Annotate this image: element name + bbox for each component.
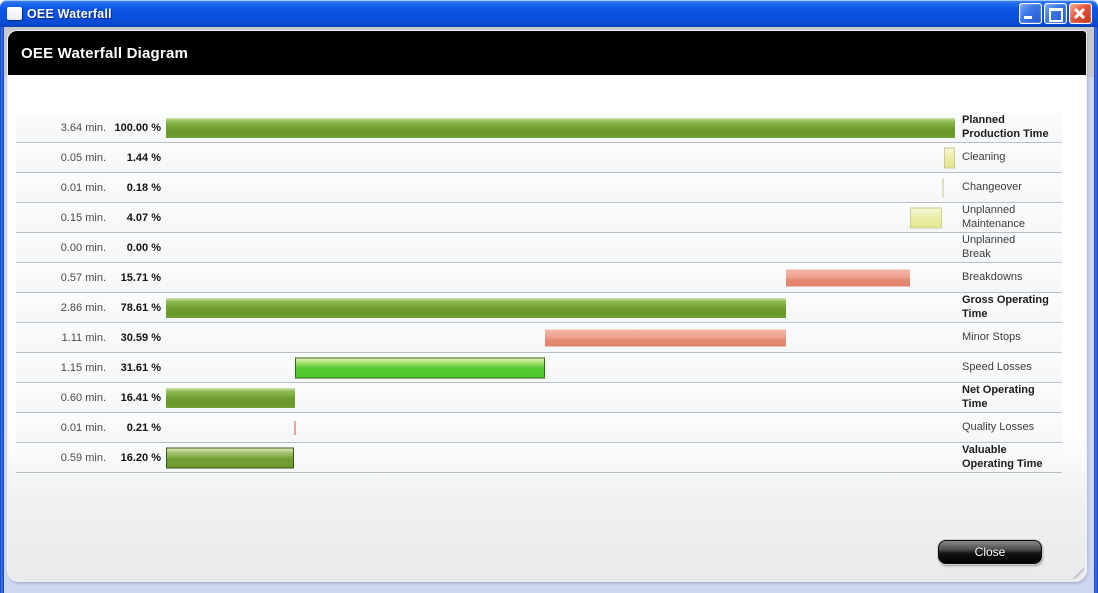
frame-left-border (0, 27, 4, 593)
row-percent-value: 16.20 % (120, 451, 161, 464)
window-title: OEE Waterfall (27, 6, 112, 21)
panel-body: 3.64 min. 100.00 % Planned Production Time… (8, 75, 1086, 581)
row-percent-value: 16.41 % (120, 391, 161, 404)
row-percent-value: 0.18 % (126, 181, 161, 194)
row-bar-track (166, 113, 955, 142)
row-label: Speed Losses (962, 360, 1032, 373)
row-label: Net Operating Time (962, 384, 1035, 410)
row-time-value: 0.01 min. (60, 421, 106, 434)
row-bar-track (166, 323, 955, 352)
row-bar-track (166, 293, 955, 322)
row-label: Unplanned Break (962, 234, 1016, 260)
minimize-icon (1024, 16, 1032, 19)
row-bar-track (166, 143, 955, 172)
row-bar (910, 207, 943, 228)
row-time-value: 0.01 min. (60, 181, 106, 194)
row-bar-track (166, 263, 955, 292)
row-bar (786, 269, 911, 286)
row-bar (943, 147, 955, 168)
window-icon (7, 7, 22, 20)
row-bar (942, 177, 945, 198)
maximize-icon (1049, 8, 1063, 22)
row-time-value: 2.86 min. (60, 301, 106, 314)
row-bar (544, 329, 787, 346)
row-label: Changeover (962, 180, 1022, 193)
maximize-button[interactable] (1044, 3, 1067, 24)
title-bar[interactable]: OEE Waterfall (0, 0, 1098, 27)
row-time-value: 0.59 min. (60, 451, 106, 464)
row-percent-value: 15.71 % (120, 271, 161, 284)
waterfall-row: 0.15 min. 4.07 % Unplanned Maintenance (16, 203, 1062, 233)
dialog-panel: OEE Waterfall Diagram 3.64 min. 100.00 % P… (8, 31, 1086, 581)
row-label: Minor Stops (962, 330, 1021, 343)
row-bar (166, 447, 294, 468)
waterfall-chart: 3.64 min. 100.00 % Planned Production Time… (16, 113, 1062, 473)
row-label: Gross Operating Time (962, 294, 1049, 320)
window-controls (1019, 3, 1092, 24)
row-bar (166, 297, 787, 318)
row-bar-track (166, 233, 955, 262)
panel-header: OEE Waterfall Diagram (8, 31, 1086, 75)
row-time-value: 0.05 min. (60, 151, 106, 164)
row-time-value: 0.15 min. (60, 211, 106, 224)
row-bar-track (166, 413, 955, 442)
row-bar-track (166, 173, 955, 202)
row-label: Breakdowns (962, 270, 1023, 283)
waterfall-row: 0.60 min. 16.41 % Net Operating Time (16, 383, 1062, 413)
row-percent-value: 100.00 % (114, 121, 161, 134)
row-bar-track (166, 383, 955, 412)
waterfall-row: 2.86 min. 78.61 % Gross Operating Time (16, 293, 1062, 323)
row-bar (293, 420, 296, 435)
row-percent-value: 1.44 % (126, 151, 161, 164)
row-label: Planned Production Time (962, 114, 1049, 140)
row-time-value: 0.57 min. (60, 271, 106, 284)
row-bar (166, 117, 955, 138)
close-button[interactable]: Close (938, 540, 1042, 564)
waterfall-row: 0.01 min. 0.18 % Changeover (16, 173, 1062, 203)
row-label: Valuable Operating Time (962, 444, 1043, 470)
row-percent-value: 0.21 % (126, 421, 161, 434)
waterfall-row: 1.11 min. 30.59 % Minor Stops (16, 323, 1062, 353)
page-title: OEE Waterfall Diagram (21, 44, 189, 62)
row-bar (295, 357, 545, 378)
row-time-value: 1.15 min. (60, 361, 106, 374)
row-percent-value: 30.59 % (120, 331, 161, 344)
row-bar-track (166, 443, 955, 472)
row-time-value: 1.11 min. (61, 331, 106, 344)
minimize-button[interactable] (1019, 3, 1042, 24)
row-bar-track (166, 353, 955, 382)
waterfall-row: 0.57 min. 15.71 % Breakdowns (16, 263, 1062, 293)
waterfall-row: 0.00 min. 0.00 % Unplanned Break (16, 233, 1062, 263)
waterfall-row: 1.15 min. 31.61 % Speed Losses (16, 353, 1062, 383)
row-bar-track (166, 203, 955, 232)
row-label: Unplanned Maintenance (962, 204, 1025, 230)
row-time-value: 0.00 min. (60, 241, 106, 254)
row-label: Quality Losses (962, 420, 1035, 433)
row-percent-value: 78.61 % (120, 301, 161, 314)
row-label: Cleaning (962, 150, 1006, 163)
row-time-value: 0.60 min. (60, 391, 106, 404)
close-icon (1070, 4, 1091, 23)
resize-grip-icon[interactable] (1069, 564, 1084, 579)
frame-right-border (1094, 27, 1098, 593)
waterfall-row: 0.01 min. 0.21 % Quality Losses (16, 413, 1062, 443)
waterfall-row: 0.05 min. 1.44 % Cleaning (16, 143, 1062, 173)
row-percent-value: 0.00 % (126, 241, 161, 254)
row-percent-value: 31.61 % (120, 361, 161, 374)
waterfall-row: 0.59 min. 16.20 % Valuable Operating Time (16, 443, 1062, 473)
waterfall-row: 3.64 min. 100.00 % Planned Production Time (16, 113, 1062, 143)
row-bar (166, 387, 296, 408)
close-window-button[interactable] (1069, 3, 1092, 24)
row-percent-value: 4.07 % (126, 211, 161, 224)
row-time-value: 3.64 min. (60, 121, 106, 134)
